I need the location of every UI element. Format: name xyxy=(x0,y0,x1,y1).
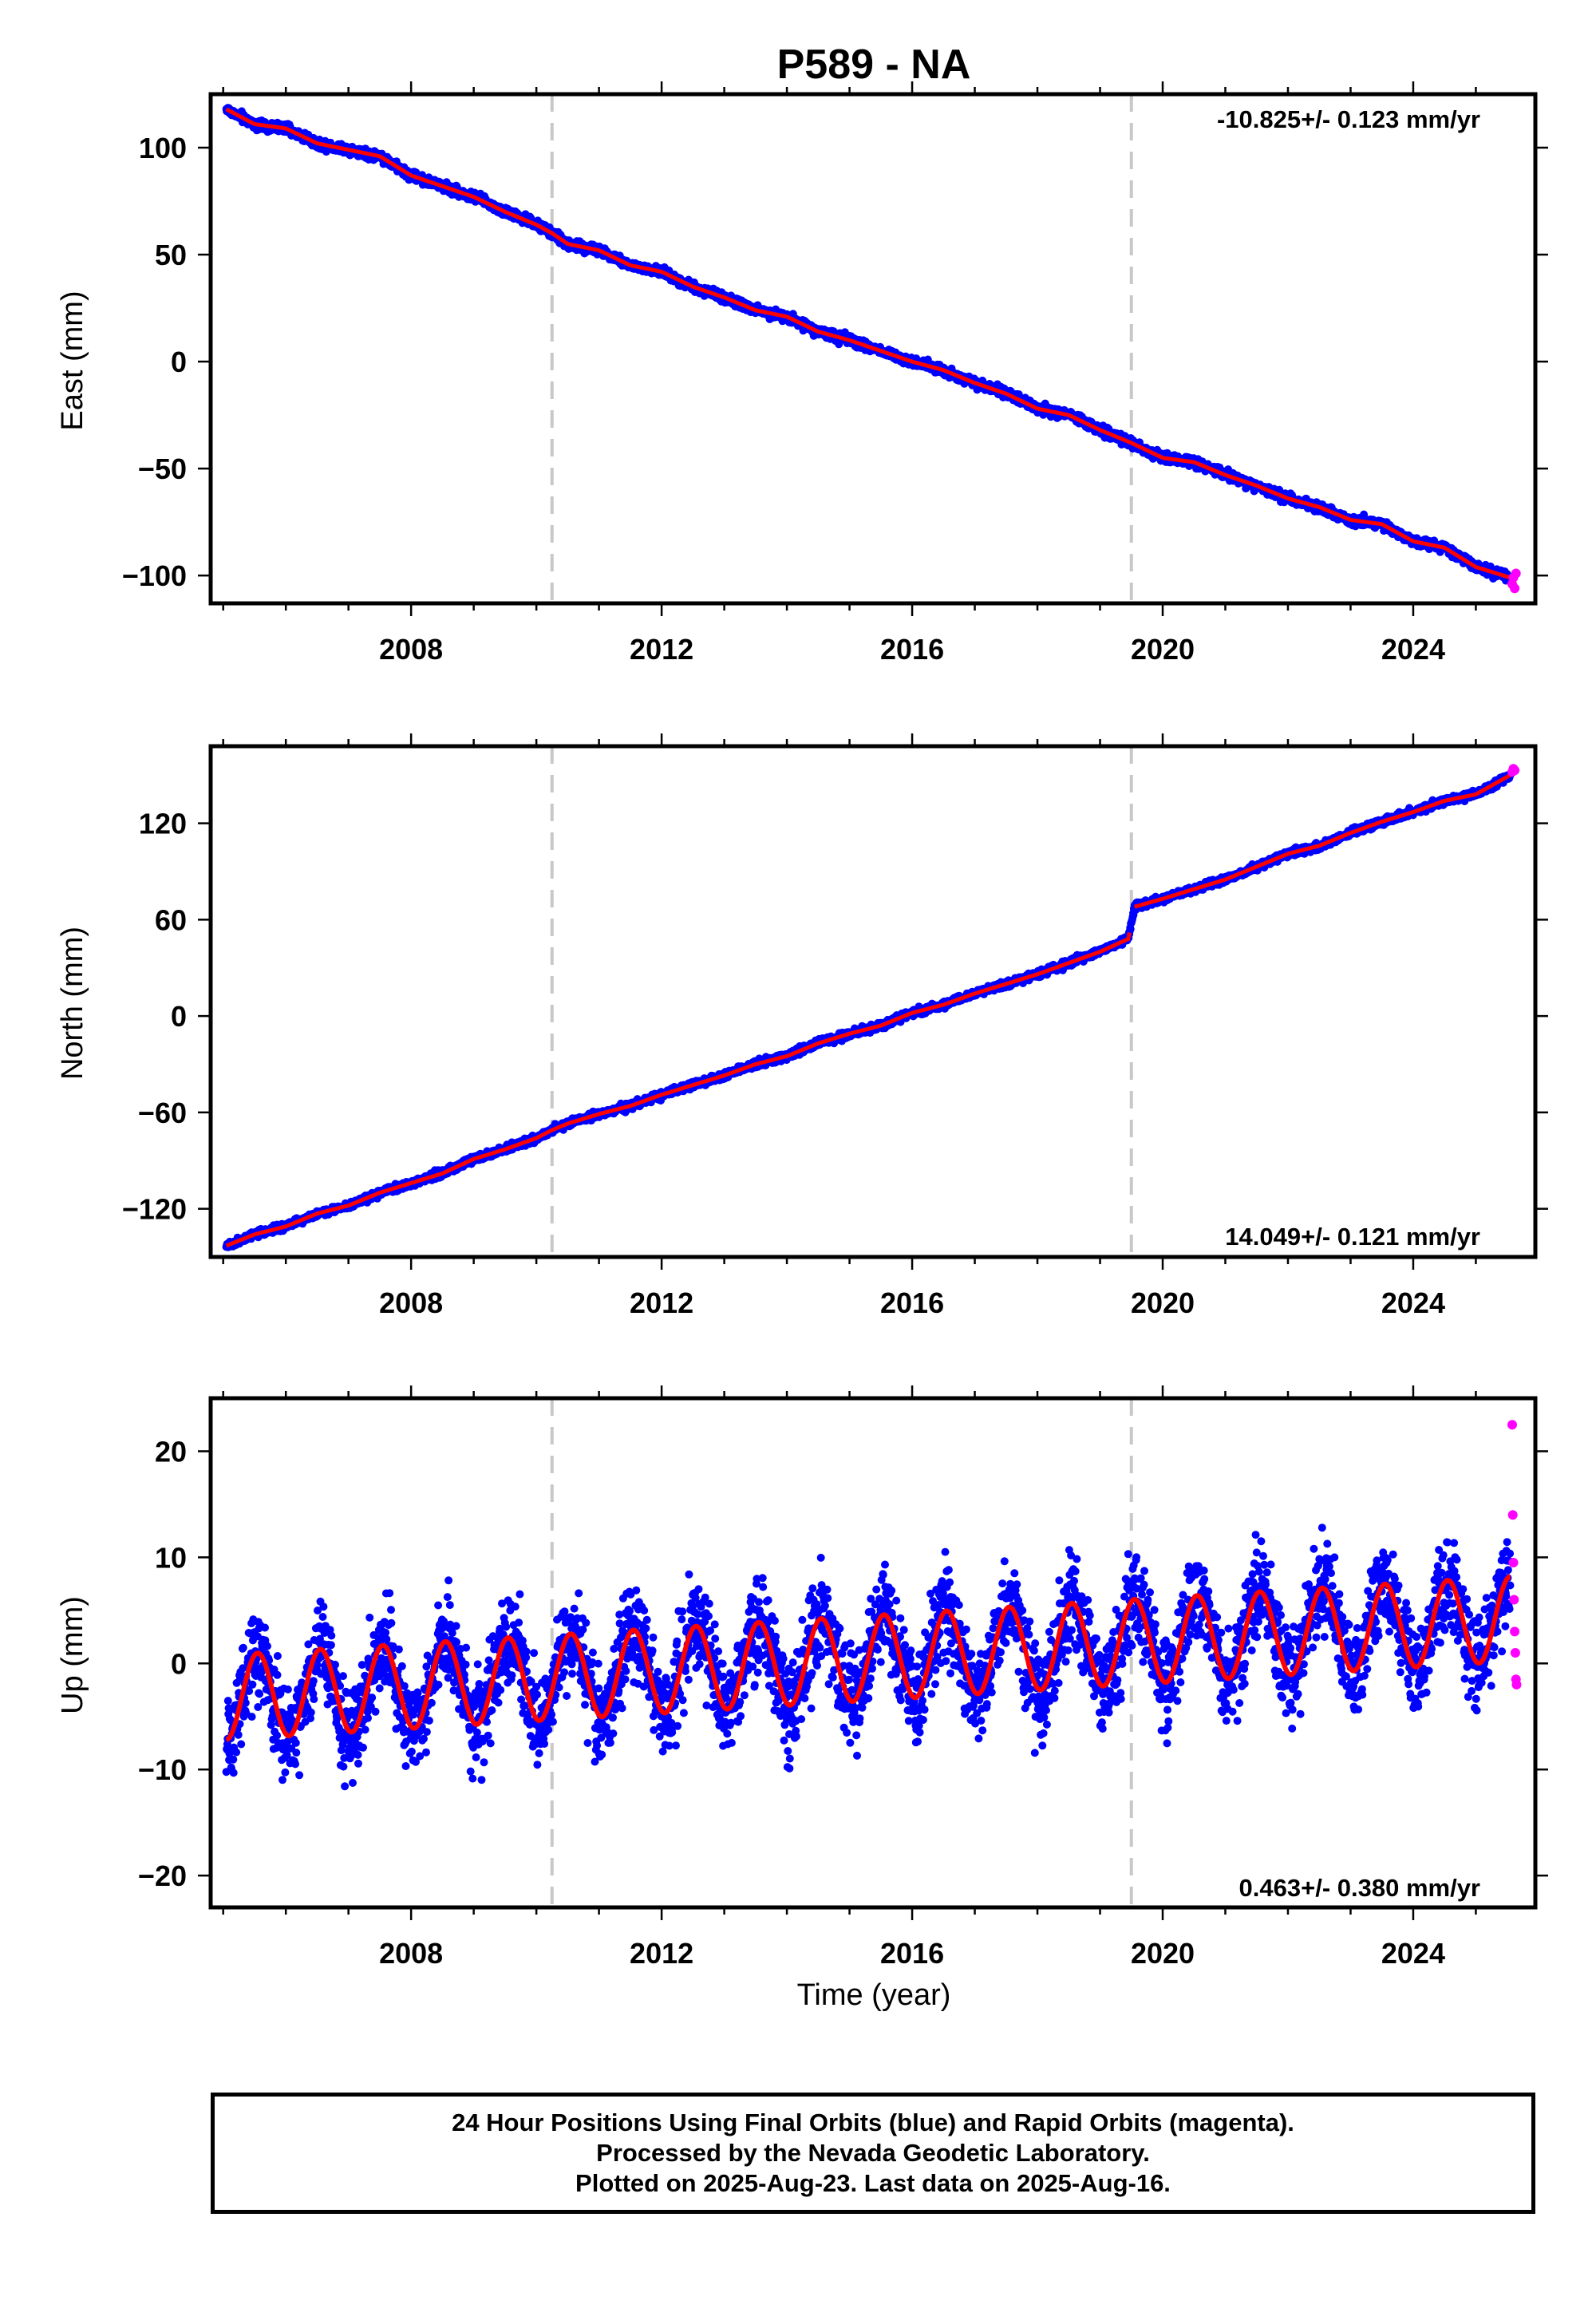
east-y-tick-label: −50 xyxy=(138,453,187,485)
east-x-tick-label: 2008 xyxy=(379,633,443,666)
east-y-tick-label: 50 xyxy=(155,239,187,271)
figure-title: P589 - NA xyxy=(777,41,971,88)
east-y-tick-label: 100 xyxy=(139,132,187,164)
east-x-tick-label: 2012 xyxy=(630,633,693,666)
east-x-tick-label: 2020 xyxy=(1131,633,1195,666)
north-final-points xyxy=(222,770,1515,1251)
north-panel: North (mm) 14.049+/- 0.121 mm/yr 2008 201… xyxy=(56,733,1548,1319)
east-rapid-point xyxy=(1510,583,1520,594)
east-panel: East (mm) -10.825+/- 0.123 mm/yr 2008 201… xyxy=(56,81,1548,666)
east-x-tick-label: 2016 xyxy=(880,633,944,666)
east-rate-label: -10.825+/- 0.123 mm/yr xyxy=(1217,105,1480,133)
east-y-tick-label: 0 xyxy=(171,346,187,378)
east-y-tick-label: −100 xyxy=(122,559,187,592)
east-x-tick-label: 2024 xyxy=(1381,633,1445,666)
east-axis-label: East (mm) xyxy=(56,290,89,430)
east-rapid-point xyxy=(1511,568,1521,579)
north-axis-label: North (mm) xyxy=(56,927,89,1080)
north-rate-label: 14.049+/- 0.121 mm/yr xyxy=(1225,1223,1480,1251)
